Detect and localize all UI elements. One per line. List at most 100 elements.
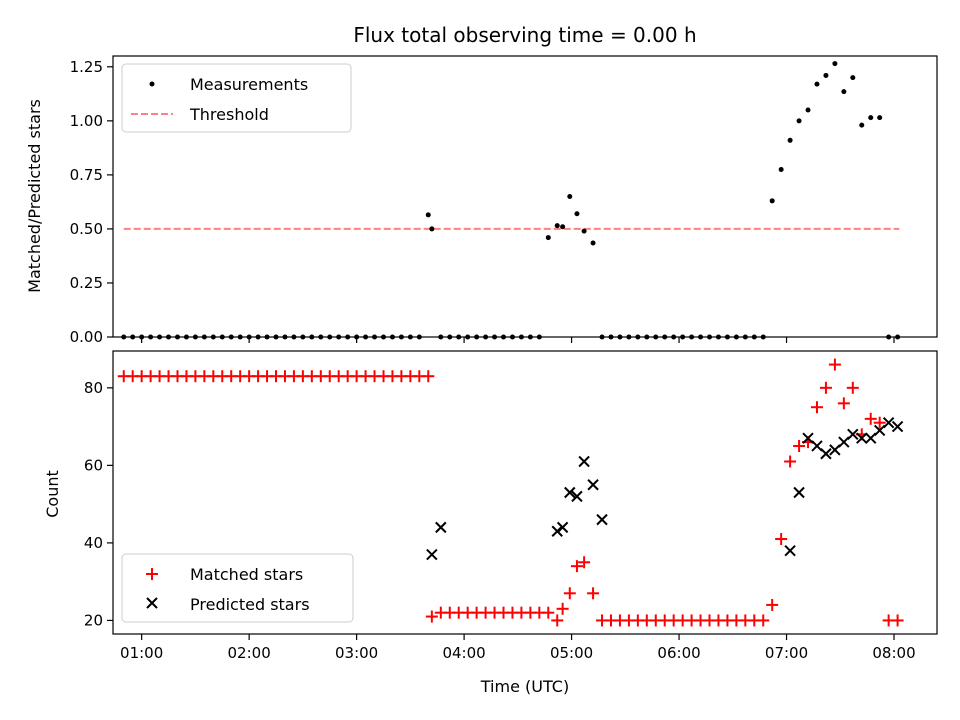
x-axis-label: Time (UTC) <box>480 677 569 696</box>
y-tick-label-0-2: 0.50 <box>70 220 103 238</box>
legend-matched-marker <box>146 568 158 580</box>
matched-point-76 <box>784 455 797 468</box>
predicted-point-14 <box>829 444 841 456</box>
predicted-point-0 <box>426 548 438 561</box>
y-tick-label-0-5: 1.25 <box>70 58 103 76</box>
bottom-legend-box <box>121 553 354 623</box>
count-points <box>117 358 904 627</box>
matched-point-80 <box>819 381 832 394</box>
predicted-point-11 <box>802 432 814 444</box>
matched-point-81 <box>828 358 841 371</box>
matched-point-34 <box>422 370 435 383</box>
measurement-point-82 <box>841 89 847 95</box>
top-axes: 0.00 0.25 0.50 0.75 1.00 1.25 <box>70 55 938 346</box>
x-tick-label-6: 07:00 <box>765 644 808 662</box>
x-tick-label-7: 08:00 <box>872 644 915 662</box>
legend-predicted-label: Predicted stars <box>190 595 310 614</box>
x-tick-label-5: 06:00 <box>657 644 700 662</box>
x-tick-label-2: 03:00 <box>335 644 378 662</box>
bottom-axes: 20 40 60 80 01:00 02:00 03:00 04:00 05:00 06:00 07… <box>84 350 938 662</box>
matched-point-83 <box>846 381 859 394</box>
legend-measurements-marker <box>149 81 155 87</box>
predicted-point-21 <box>891 420 904 433</box>
matched-point-73 <box>757 614 770 627</box>
measurement-point-74 <box>769 198 775 204</box>
predicted-point-15 <box>838 436 850 448</box>
measurement-point-51 <box>567 194 573 199</box>
matched-point-79 <box>810 401 823 414</box>
predicted-point-3 <box>556 521 569 534</box>
measurement-point-54 <box>590 240 596 246</box>
legend-threshold-label: Threshold <box>189 105 269 124</box>
measurement-point-84 <box>859 122 865 128</box>
x-tick-label-1: 02:00 <box>228 644 271 662</box>
x-tick-label-0: 01:00 <box>120 644 163 662</box>
measurement-point-80 <box>823 72 829 78</box>
measurement-point-75 <box>778 166 784 172</box>
matched-point-50 <box>556 602 569 615</box>
legend-measurements-label: Measurements <box>190 75 308 94</box>
top-legend: Measurements Threshold <box>121 63 352 133</box>
predicted-point-7 <box>587 479 599 491</box>
predicted-point-20 <box>882 417 895 429</box>
matched-point-35 <box>425 610 438 623</box>
measurement-point-85 <box>868 115 874 121</box>
legend-predicted-marker <box>146 597 158 609</box>
predicted-point-17 <box>856 432 868 444</box>
predicted-point-2 <box>551 525 563 537</box>
top-legend-box <box>121 63 352 133</box>
matched-point-74 <box>766 598 779 611</box>
measurement-point-34 <box>425 212 431 218</box>
predicted-point-6 <box>578 455 590 468</box>
predicted-point-16 <box>847 428 859 441</box>
predicted-point-9 <box>784 544 796 557</box>
plot-frame-1 <box>112 350 938 635</box>
measurement-point-78 <box>805 107 811 113</box>
matched-point-85 <box>864 412 877 425</box>
matched-point-88 <box>891 614 904 627</box>
legend-matched-label: Matched stars <box>190 565 303 584</box>
matched-point-82 <box>837 397 850 410</box>
y-tick-label-1-3: 80 <box>84 379 103 397</box>
predicted-point-19 <box>873 424 886 437</box>
x-tick-label-4: 05:00 <box>550 644 593 662</box>
matched-point-49 <box>551 614 564 627</box>
matched-point-54 <box>587 587 600 600</box>
predicted-point-1 <box>435 521 447 534</box>
measurement-point-48 <box>545 235 551 241</box>
top-y-axis-label: Matched/Predicted stars <box>25 99 44 293</box>
bottom-y-axis-label: Count <box>43 470 62 518</box>
count-panel: 20 40 60 80 01:00 02:00 03:00 04:00 05:00 06:00 07… <box>43 350 938 696</box>
y-tick-label-1-2: 60 <box>84 456 103 474</box>
y-tick-label-0-3: 0.75 <box>70 166 103 184</box>
measurement-point-76 <box>787 137 793 143</box>
measurement-point-86 <box>877 115 883 121</box>
measurement-point-81 <box>832 61 838 67</box>
predicted-point-8 <box>596 513 608 526</box>
matched-point-53 <box>578 556 591 569</box>
predicted-point-10 <box>793 486 805 499</box>
matched-point-77 <box>793 439 806 452</box>
matched-point-52 <box>570 560 583 573</box>
predicted-point-5 <box>571 490 583 503</box>
y-tick-label-0-0: 0.00 <box>70 328 103 346</box>
matched-point-51 <box>563 587 576 600</box>
plot-frame-0 <box>112 55 938 338</box>
flux-ratio-panel: 0.00 0.25 0.50 0.75 1.00 1.25 Matched/Predict… <box>25 55 938 346</box>
y-tick-label-0-4: 1.00 <box>70 112 103 130</box>
predicted-point-13 <box>820 448 832 460</box>
measurement-point-77 <box>796 118 802 124</box>
matched-point-86 <box>873 416 886 429</box>
measurement-point-49 <box>554 223 560 229</box>
measurement-point-52 <box>574 211 580 217</box>
measurement-point-50 <box>560 224 566 230</box>
measurement-point-53 <box>581 228 587 234</box>
predicted-point-18 <box>865 432 877 444</box>
predicted-point-12 <box>811 440 823 452</box>
measurement-point-35 <box>429 226 435 232</box>
matched-point-48 <box>542 606 555 619</box>
measurement-point-83 <box>850 75 856 81</box>
predicted-point-4 <box>564 486 576 499</box>
y-tick-label-0-1: 0.25 <box>70 274 103 292</box>
